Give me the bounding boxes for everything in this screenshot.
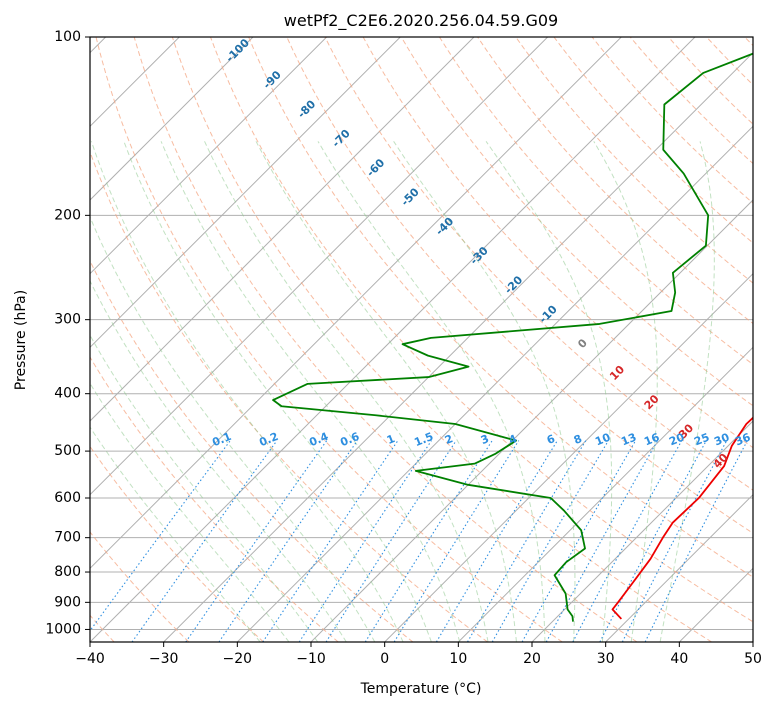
mixing-ratio-line [364, 440, 493, 642]
moist-adiabat-line [90, 334, 319, 642]
dry-adiabat-line [210, 37, 753, 623]
mixing-ratio-line [467, 440, 587, 642]
dry-adiabat-line [90, 445, 264, 642]
moist-adiabat-line [160, 141, 461, 642]
mixing-ratio-label: 10 [593, 431, 612, 449]
isotherm-line [457, 346, 753, 642]
moist-adiabat-line [204, 141, 489, 642]
x-tick-label: −20 [223, 651, 253, 667]
dewpoint-line [272, 52, 753, 622]
mixing-ratio-label: 25 [692, 431, 711, 449]
y-axis-label: Pressure (hPa) [13, 290, 29, 390]
mixing-ratio-line [218, 440, 358, 642]
mixing-ratio-line [545, 440, 659, 642]
moist-adiabat-line [255, 141, 517, 642]
mixing-ratio-line [393, 440, 520, 642]
dry-adiabat-line [133, 37, 638, 642]
x-tick-label: −10 [296, 651, 326, 667]
isotherm-line [90, 37, 402, 349]
moist-adiabat-line [485, 141, 613, 642]
background-lines [90, 37, 753, 642]
profile-lines [272, 52, 753, 622]
y-axis: 100 200 300 400 500 600 700 800 900 1000 [45, 29, 90, 637]
mixing-ratio-label: 30 [712, 431, 731, 449]
mixing-ratio-label: 16 [642, 431, 661, 449]
y-tick-label: 200 [54, 207, 81, 223]
y-tick-label: 300 [54, 312, 81, 328]
dry-adiabat-line [90, 531, 190, 642]
isotherm-line [605, 493, 753, 642]
chart-title: wetPf2_C2E6.2020.256.04.59.G09 [284, 11, 558, 31]
moist-adiabat-line [317, 141, 546, 642]
y-tick-label: 700 [54, 530, 81, 546]
moist-adiabat-line [90, 141, 404, 642]
mixing-ratio-label: 36 [733, 431, 752, 449]
mixing-ratio-line [131, 440, 278, 642]
y-tick-label: 600 [54, 490, 81, 506]
moist-adiabat-line [123, 141, 432, 642]
dry-adiabat-line [95, 37, 563, 642]
dry-adiabat-line [90, 150, 488, 642]
x-tick-label: 0 [380, 651, 389, 667]
isotherm-line [90, 37, 475, 422]
moist-adiabat-line [90, 426, 261, 642]
x-tick-label: −40 [75, 651, 105, 667]
x-axis: −40 −30 −20 −10 0 10 20 30 40 50 [75, 642, 762, 667]
isotherm-line [384, 272, 753, 642]
moist-adiabat-line [593, 141, 658, 642]
moist-adiabat-line [90, 215, 376, 642]
mixing-ratio-label: 20 [667, 431, 686, 449]
moist-adiabat-line [393, 141, 576, 642]
x-tick-label: 20 [523, 651, 541, 667]
mixing-ratio-line [90, 440, 231, 632]
x-tick-label: −30 [149, 651, 179, 667]
dry-adiabat-line [171, 37, 712, 642]
mixing-ratio-label: 3 [479, 432, 491, 447]
mixing-ratio-line [644, 440, 748, 642]
dry-adiabat-line [248, 37, 753, 578]
x-tick-label: 30 [597, 651, 615, 667]
x-tick-label: 50 [744, 651, 762, 667]
moist-adiabat-line [659, 141, 715, 642]
dry-adiabat-line [439, 37, 753, 366]
x-tick-label: 10 [449, 651, 467, 667]
y-tick-label: 400 [54, 386, 81, 402]
mixing-ratio-label: 1 [385, 432, 397, 447]
mixing-ratio-line [325, 440, 457, 642]
isotherm-line [90, 37, 328, 275]
y-tick-label: 1000 [45, 621, 81, 637]
isotherm-line [90, 37, 696, 642]
dry-adiabat-line [90, 356, 339, 642]
plot-frame [89, 36, 754, 643]
mixing-ratio-label: 13 [619, 431, 638, 449]
isotherm-line [310, 199, 753, 642]
mixing-ratio-line [262, 440, 399, 642]
mixing-ratio-label: 2 [443, 432, 455, 447]
dry-adiabat-line [90, 259, 414, 642]
isotherm-line [90, 37, 549, 496]
x-tick-label: 40 [670, 651, 688, 667]
dry-adiabat-line [324, 37, 753, 491]
isotherm-line [90, 37, 254, 201]
y-tick-label: 800 [54, 564, 81, 580]
mixing-ratio-line [435, 440, 558, 642]
dry-adiabat-line [515, 37, 753, 284]
y-tick-label: 900 [54, 594, 81, 610]
y-tick-label: 500 [54, 443, 81, 459]
isotherm-line [531, 420, 753, 642]
isotherm-line [236, 125, 753, 642]
mixing-ratio-label: 8 [572, 432, 584, 447]
moist-adiabat-line [90, 382, 290, 642]
mixing-ratio-line [298, 440, 432, 642]
dry-adiabat-line [400, 37, 753, 407]
mixing-ratio-line [572, 440, 683, 642]
y-tick-label: 100 [54, 29, 81, 45]
mixing-ratio-line [185, 440, 328, 642]
x-axis-label: Temperature (°C) [360, 681, 482, 697]
temperature-line [611, 416, 753, 620]
